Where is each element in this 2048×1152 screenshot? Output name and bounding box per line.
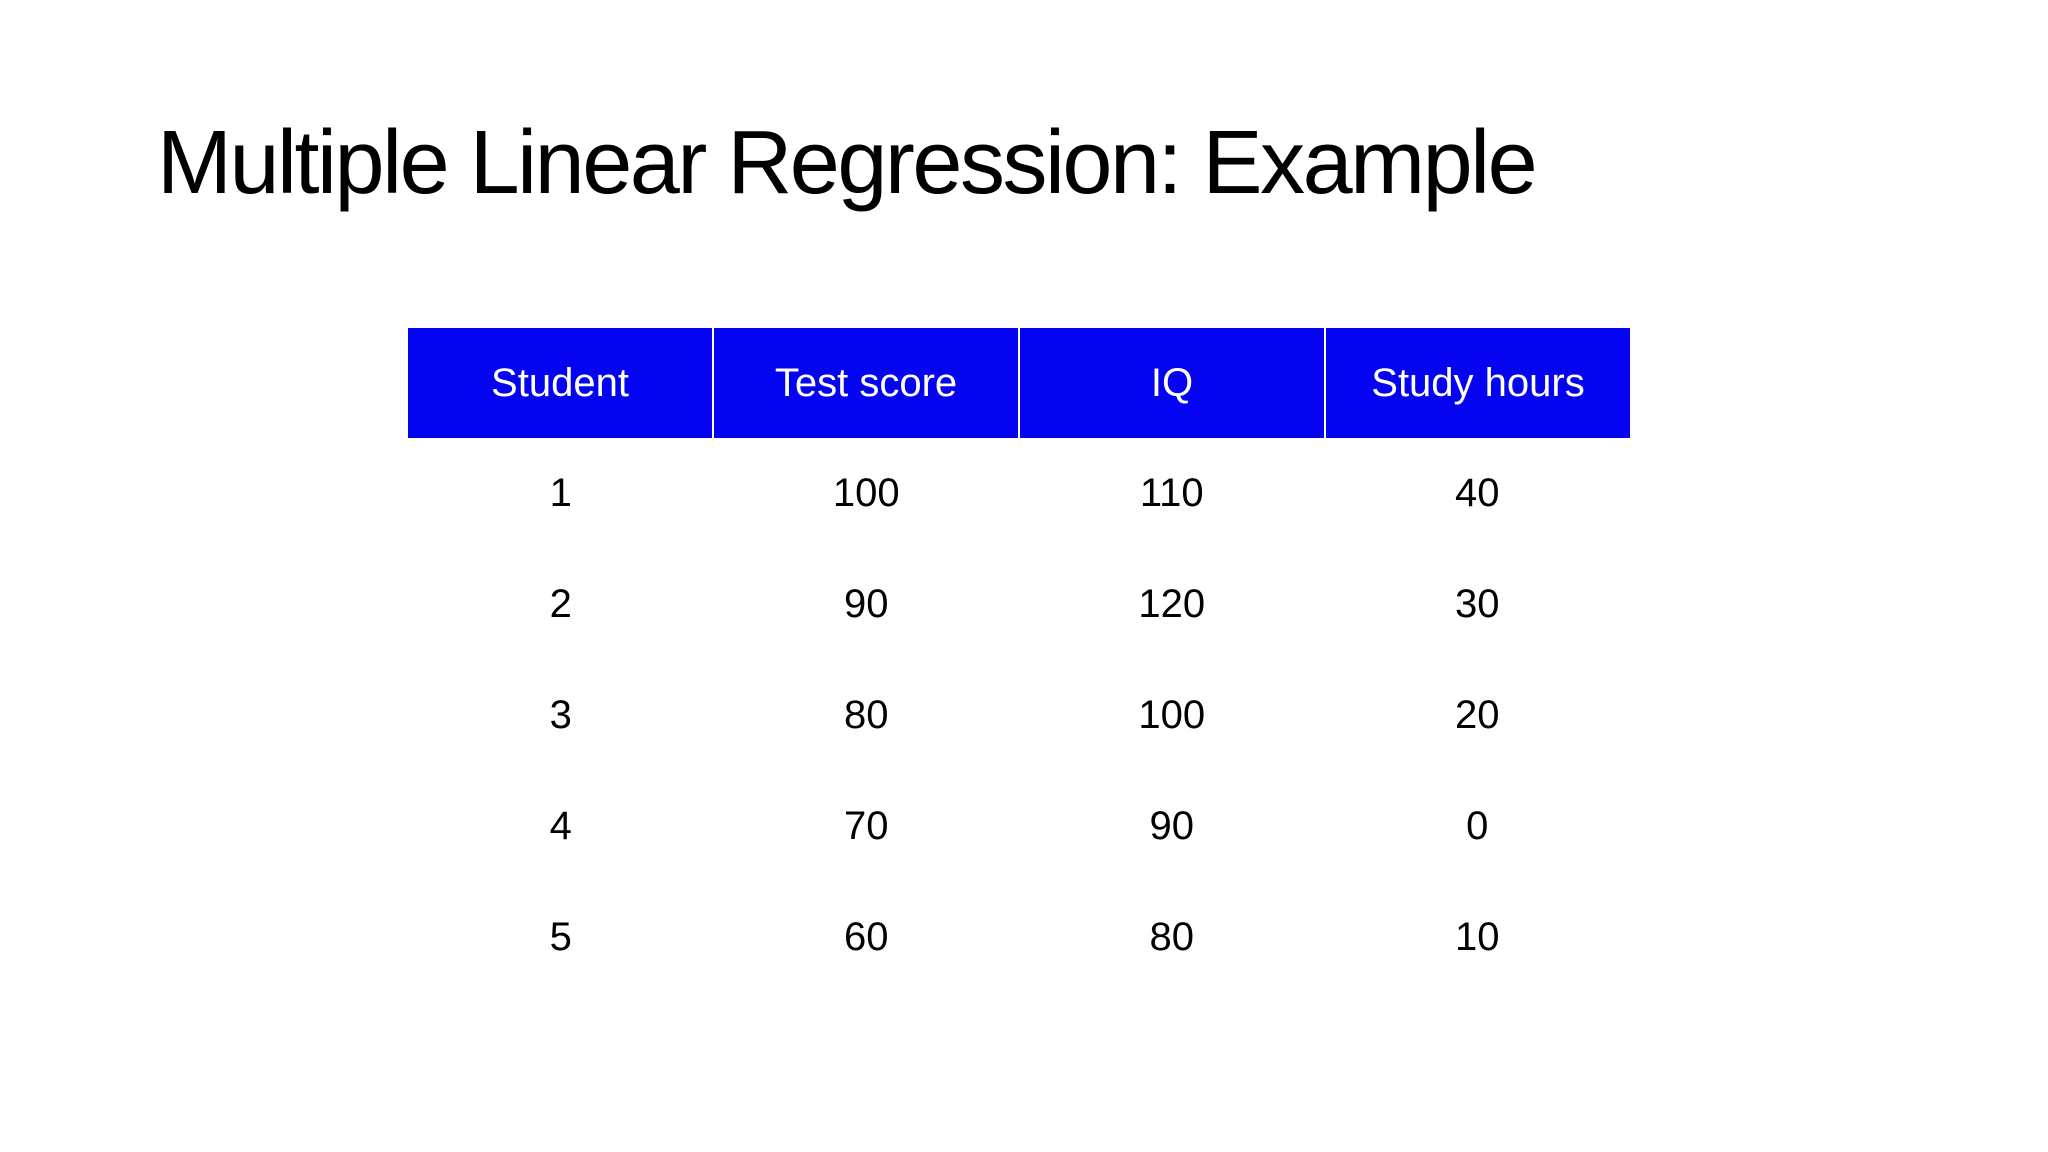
data-table: Student Test score IQ Study hours 1 100 … — [408, 328, 1630, 993]
table-header-cell-student: Student — [408, 328, 714, 438]
table-cell: 70 — [844, 804, 889, 848]
table-row: 3 80 100 20 — [408, 660, 1630, 771]
table-cell: 100 — [1138, 693, 1206, 737]
table-cell: 3 — [549, 693, 572, 737]
table-cell: 100 — [832, 471, 900, 515]
table-cell: 2 — [549, 582, 572, 626]
table-header-cell-study-hours: Study hours — [1371, 360, 1585, 405]
table-row: 2 90 120 30 — [408, 549, 1630, 660]
table-cell: 40 — [1455, 471, 1500, 515]
table-cell: 5 — [549, 915, 572, 959]
table-cell: 1 — [549, 471, 572, 515]
table-header-row: Student Test score IQ Study hours — [408, 328, 1630, 438]
table-cell: 110 — [1139, 471, 1204, 515]
slide-title: Multiple Linear Regression: Example — [157, 113, 1538, 213]
table-cell: 60 — [844, 915, 889, 959]
table-cell: 20 — [1455, 693, 1500, 737]
table-cell: 4 — [549, 804, 572, 848]
table-cell: 120 — [1138, 582, 1206, 626]
table-cell: 80 — [844, 693, 889, 737]
table-cell: 90 — [844, 582, 889, 626]
table-row: 5 60 80 10 — [408, 882, 1630, 993]
table-cell: 90 — [1149, 804, 1195, 848]
table-header-cell-iq: IQ — [1020, 328, 1326, 438]
table-cell: 10 — [1455, 915, 1500, 959]
table-cell: 0 — [1466, 804, 1489, 848]
table-header-cell-test-score: Test score — [714, 328, 1020, 438]
table-row: 1 100 110 40 — [408, 438, 1630, 549]
table-cell: 30 — [1455, 582, 1500, 626]
table-row: 4 70 90 0 — [408, 771, 1630, 882]
table-cell: 80 — [1149, 915, 1195, 959]
